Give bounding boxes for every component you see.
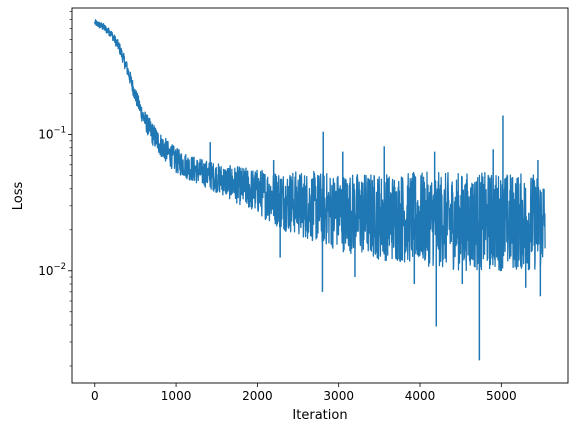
x-tick-label: 3000: [323, 389, 354, 403]
y-tick-label: 10−1: [38, 126, 66, 142]
axes-layer: 0 1000 2000 3000 4000 5000 10−2 10−1: [38, 11, 517, 403]
loss-series-line: [94, 19, 546, 272]
x-tick-label: 1000: [161, 389, 192, 403]
x-tick-label: 4000: [405, 389, 436, 403]
plot-frame: [71, 7, 569, 384]
x-tick-label: 5000: [486, 389, 517, 403]
y-axis-label: Loss: [11, 182, 26, 211]
y-tick-label: 10−2: [38, 262, 66, 278]
series-layer: [94, 19, 546, 361]
x-tick-label: 2000: [242, 389, 273, 403]
x-axis-label: Iteration: [292, 408, 347, 423]
x-tick-label: 0: [91, 389, 99, 403]
